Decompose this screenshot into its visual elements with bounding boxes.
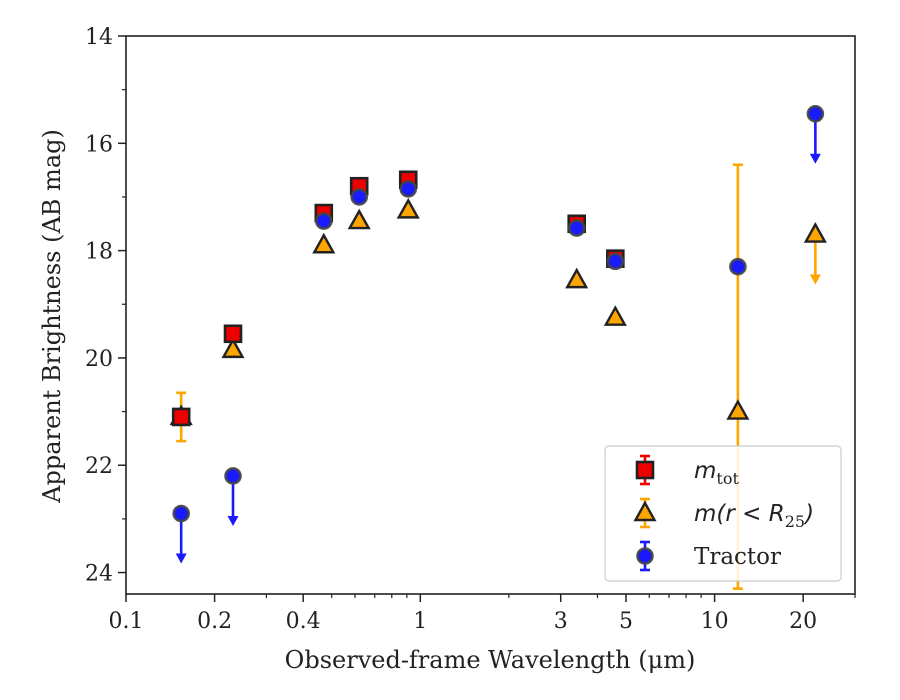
legend-entry: Tractor	[636, 540, 781, 572]
x-tick-label: 0.1	[109, 609, 144, 634]
circle-marker	[172, 504, 190, 523]
x-tick-label: 0.2	[197, 609, 232, 634]
legend-label: mtot	[694, 458, 739, 488]
data-point	[603, 305, 627, 326]
y-tick-label: 22	[85, 454, 113, 479]
triangle-marker	[803, 222, 827, 243]
data-point	[223, 324, 243, 344]
data-point	[224, 467, 242, 526]
x-tick-label: 0.4	[286, 609, 321, 634]
triangle-marker	[312, 232, 336, 254]
legend-box	[604, 445, 842, 582]
upper-limit-arrowhead	[809, 274, 821, 285]
x-axis: 0.1 0.2 0.4 1 3 5 10 20	[109, 594, 856, 634]
data-point	[565, 267, 589, 289]
circle-marker	[606, 252, 625, 271]
circle-marker	[350, 188, 368, 206]
square-marker	[171, 407, 191, 427]
data-point	[567, 219, 586, 237]
data-point	[806, 104, 825, 164]
y-tick-label: 16	[85, 132, 113, 157]
x-tick-label: 20	[789, 609, 817, 634]
data-point	[729, 257, 747, 276]
circle-marker	[314, 212, 333, 230]
legend: mtot m(r < R25) Tractor	[604, 445, 842, 582]
data-point	[347, 208, 371, 230]
series-square	[171, 170, 625, 427]
legend-label-subscript: 25	[785, 512, 805, 531]
x-axis-label: Observed-frame Wavelength (μm)	[285, 646, 696, 674]
plot-frame	[125, 35, 856, 595]
circle-marker	[806, 104, 825, 123]
square-marker	[635, 460, 655, 480]
data-point	[172, 504, 190, 564]
data-point	[396, 197, 420, 219]
data-point	[171, 407, 191, 427]
x-tick-label: 3	[554, 609, 568, 634]
y-axis: 14 16 18 20 22 24	[85, 25, 126, 587]
upper-limit-arrowhead	[227, 515, 239, 526]
y-tick-label: 14	[85, 25, 113, 50]
triangle-marker	[603, 305, 627, 326]
triangle-marker	[726, 399, 750, 420]
series-triangle	[169, 163, 827, 590]
data-point	[314, 212, 333, 230]
legend-label-main: Tractor	[694, 544, 781, 570]
circle-marker	[224, 467, 242, 485]
legend-label: m(r < R25)	[694, 501, 814, 531]
circle-marker	[636, 547, 654, 565]
series-circle	[172, 104, 825, 564]
y-axis-label: Apparent Brightness (AB mag)	[38, 129, 66, 504]
triangle-marker	[565, 267, 589, 289]
upper-limit-arrowhead	[175, 553, 187, 564]
upper-limit-arrowhead	[809, 153, 821, 164]
circle-marker	[729, 257, 747, 276]
triangle-marker	[221, 337, 245, 359]
data-point	[399, 180, 418, 198]
circle-marker	[399, 180, 418, 198]
data-point	[312, 232, 336, 254]
x-tick-label: 5	[619, 609, 633, 634]
legend-label-subscript: tot	[716, 469, 739, 488]
triangle-marker	[347, 208, 371, 230]
plot-area	[169, 104, 827, 590]
triangle-marker	[396, 197, 420, 219]
y-tick-label: 20	[85, 347, 113, 372]
triangle-marker	[633, 500, 657, 522]
data-point	[350, 188, 368, 206]
legend-label-tail: )	[803, 501, 814, 527]
data-point	[221, 337, 245, 359]
circle-marker	[567, 219, 586, 237]
legend-entry: mtot	[635, 454, 739, 488]
legend-label: Tractor	[694, 544, 781, 570]
legend-entry: m(r < R25)	[633, 497, 814, 531]
data-point	[606, 252, 625, 271]
square-marker	[223, 324, 243, 344]
data-point	[803, 222, 827, 285]
legend-label-main: m	[694, 458, 716, 484]
y-tick-label: 24	[85, 562, 113, 587]
x-tick-label: 10	[701, 609, 729, 634]
legend-label-main: m(r < R	[694, 501, 785, 527]
y-tick-label: 18	[85, 240, 113, 265]
x-tick-label: 1	[413, 609, 427, 634]
